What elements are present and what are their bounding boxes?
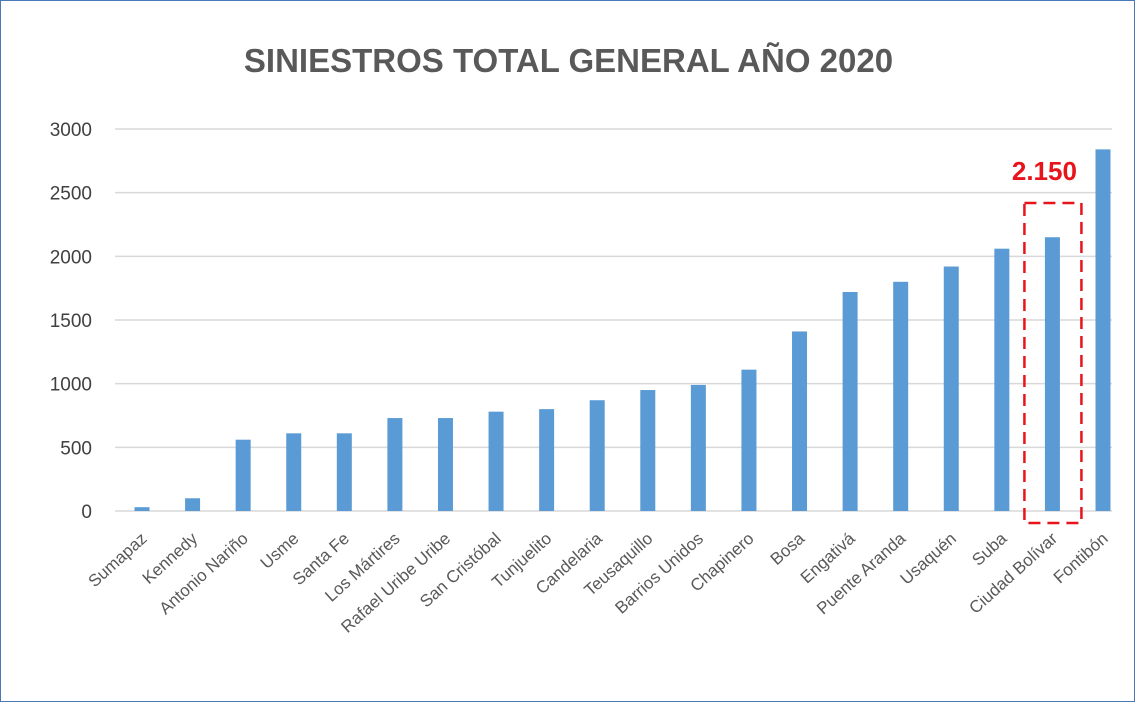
bar-teusaquillo (640, 390, 656, 511)
chart-title: SINIESTROS TOTAL GENERAL AÑO 2020 (243, 42, 894, 79)
bar-puente-aranda (893, 281, 909, 511)
bar-rafael-uribe-uribe (437, 418, 453, 511)
y-tick-label: 1500 (50, 311, 92, 332)
bar-san-crist-bal (488, 411, 504, 511)
bar-candelaria (589, 400, 605, 511)
x-tick-label: Barrios Unidos (611, 529, 707, 618)
bar-fontib-n (1095, 149, 1111, 511)
bar-barrios-unidos (690, 384, 706, 511)
bar-engativ- (842, 291, 858, 511)
bar-sumapaz (134, 507, 150, 511)
y-tick-label: 2000 (50, 247, 92, 268)
bar-chapinero (741, 369, 757, 511)
x-tick-label: Usme (257, 529, 303, 573)
x-tick-label: Bosa (767, 528, 809, 568)
bar-ciudad-bol-var (1044, 237, 1060, 511)
annotation-label: 2.150 (1012, 156, 1077, 186)
x-tick-label: Fontibón (1050, 529, 1112, 587)
bar-los-m-rtires (387, 418, 403, 511)
bar-bosa (792, 331, 808, 511)
y-tick-label: 3000 (50, 120, 92, 141)
highlight-box (1023, 201, 1083, 525)
y-tick-label: 2500 (50, 184, 92, 205)
x-tick-label: Suba (968, 528, 1011, 569)
x-tick-label: Ciudad Bolívar (966, 529, 1062, 618)
bar-tunjuelito (539, 409, 555, 511)
bar-santa-fe (336, 433, 352, 511)
x-tick-label: Usaquén (897, 529, 960, 589)
bar-usme (286, 433, 302, 511)
y-tick-label: 500 (60, 438, 92, 459)
bar-usaqu-n (943, 266, 959, 511)
x-tick-label: Antonio Nariño (156, 529, 252, 618)
bar-suba (994, 248, 1010, 511)
bar-kennedy (185, 498, 201, 511)
x-tick-label: Puente Aranda (813, 528, 910, 618)
bar-antonio-nari-o (235, 439, 251, 511)
y-tick-label: 1000 (50, 375, 92, 396)
y-tick-label: 0 (81, 502, 92, 523)
x-tick-label: Sumapaz (85, 529, 151, 591)
